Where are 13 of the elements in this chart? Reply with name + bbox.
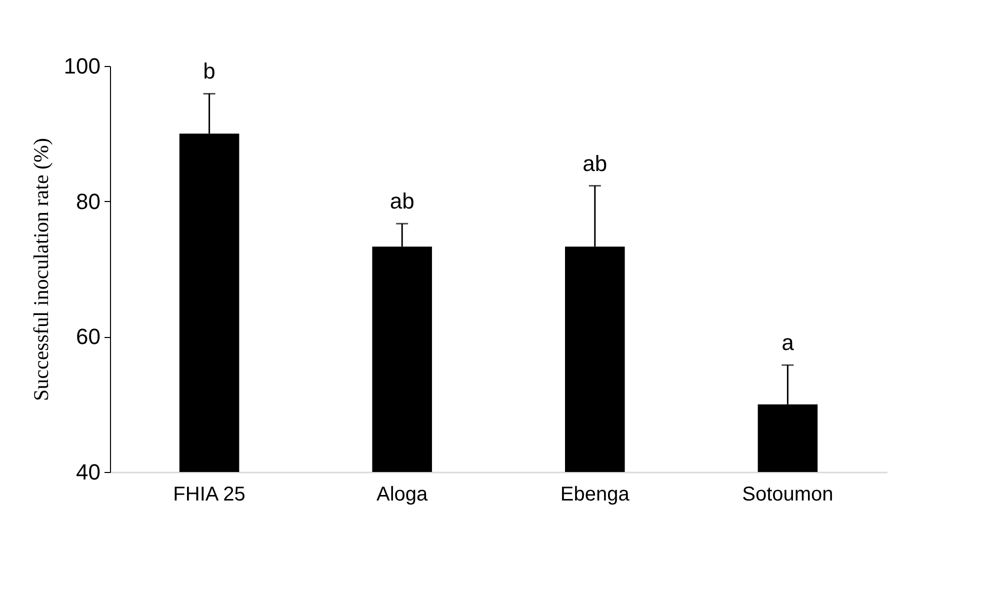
annotation: b <box>203 58 216 84</box>
y-tick-label: 100 <box>64 54 100 78</box>
y-tick-label: 80 <box>76 188 100 214</box>
x-tick-label: Sotoumon <box>742 484 834 506</box>
y-tick-label: 60 <box>76 324 100 350</box>
annotation: a <box>782 330 795 356</box>
x-tick-label: FHIA 25 <box>173 484 246 506</box>
x-tick-label: Ebenga <box>560 484 630 506</box>
x-tick-label: Aloga <box>376 484 429 506</box>
annotation: ab <box>390 188 414 214</box>
y-tick-label: 40 <box>76 460 100 484</box>
annotation: ab <box>582 150 608 176</box>
y-axis-title: Successful inoculation rate (%) <box>28 138 53 401</box>
